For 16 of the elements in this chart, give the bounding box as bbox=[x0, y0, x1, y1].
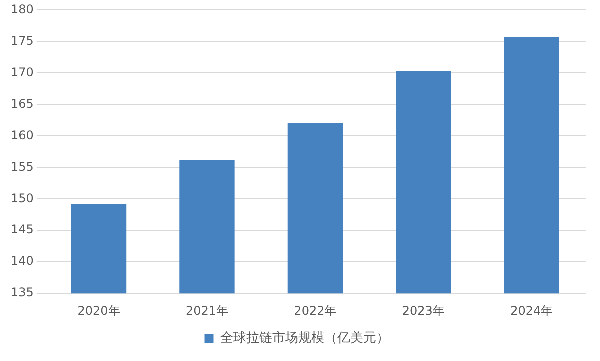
x-tick-label: 2023年 bbox=[402, 304, 445, 318]
y-tick-label: 155 bbox=[11, 160, 34, 174]
x-tick-label: 2021年 bbox=[186, 304, 229, 318]
legend-label: 全球拉链市场规模（亿美元） bbox=[220, 330, 390, 346]
y-tick-label: 160 bbox=[11, 128, 34, 142]
y-tick-label: 140 bbox=[11, 254, 34, 268]
x-tick-label: 2024年 bbox=[510, 304, 554, 318]
y-tick-label: 150 bbox=[11, 191, 34, 206]
y-tick-label: 165 bbox=[11, 96, 34, 111]
y-tick-label: 175 bbox=[11, 34, 34, 48]
x-tick-label: 2022年 bbox=[294, 304, 337, 318]
y-tick-label: 170 bbox=[11, 65, 34, 80]
y-tick-label: 135 bbox=[11, 286, 34, 300]
y-tick-label: 180 bbox=[11, 2, 34, 16]
y-tick-label: 145 bbox=[11, 222, 34, 237]
x-tick-label: 2020年 bbox=[78, 304, 120, 318]
